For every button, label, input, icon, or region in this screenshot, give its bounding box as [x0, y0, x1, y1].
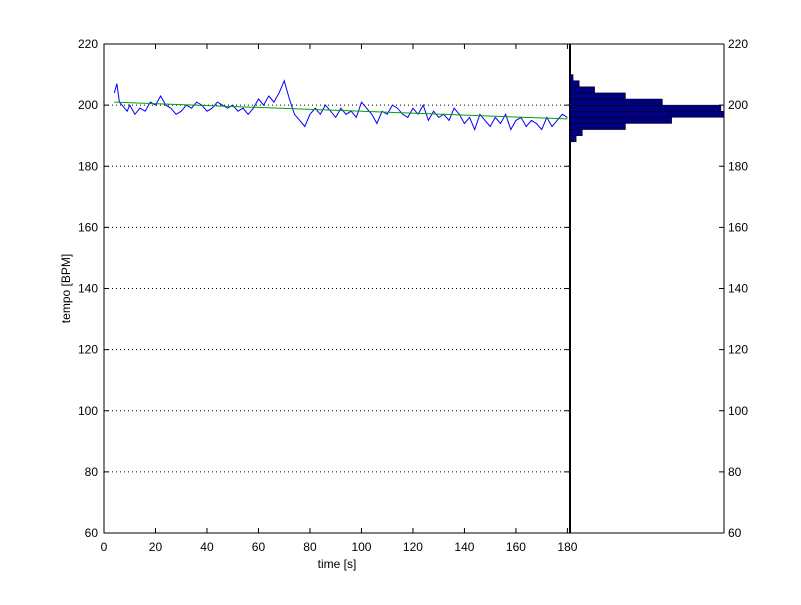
y-tick-label: 120: [78, 343, 98, 357]
histogram-bar: [569, 74, 574, 81]
histogram-bar: [569, 123, 626, 130]
y-tick-label: 200: [78, 98, 98, 112]
tempo-plot-area: [113, 79, 568, 132]
histogram-y-axis-ticks: 60 80 100 120 140 160 180 200 220: [719, 37, 748, 540]
x-axis-label: time [s]: [318, 557, 357, 571]
histogram-bar: [569, 86, 595, 94]
x-tick-label: 160: [506, 540, 526, 554]
x-tick-label: 100: [351, 540, 371, 554]
histogram-y-tick-label: 120: [728, 343, 748, 357]
tempo-plot-axes: 0 20 40 60 80 100 120 140 160 180 60 80 100 120 140 16…: [59, 37, 578, 571]
histogram-bar: [569, 129, 583, 136]
histogram-bar: [569, 80, 580, 88]
histogram-y-tick-label: 100: [728, 404, 748, 418]
histogram-bar: [569, 110, 725, 118]
x-tick-label: 140: [454, 540, 474, 554]
histogram-bar: [569, 92, 626, 100]
y-tick-label: 160: [78, 220, 98, 234]
y-tick-label: 100: [78, 404, 98, 418]
x-tick-label: 180: [557, 540, 577, 554]
y-axis-label: tempo [BPM]: [59, 254, 73, 323]
x-tick-label: 0: [101, 540, 108, 554]
histogram-y-tick-label: 80: [728, 465, 742, 479]
x-tick-label: 20: [149, 540, 163, 554]
y-tick-label: 60: [85, 526, 99, 540]
histogram-y-tick-label: 200: [728, 98, 748, 112]
histogram-bar: [569, 117, 672, 124]
histogram-bar: [569, 98, 663, 106]
y-tick-label: 80: [85, 465, 99, 479]
histogram-bar: [569, 104, 722, 112]
y-axis-ticks: 60 80 100 120 140 160 180 200 220: [78, 37, 570, 540]
histogram-y-tick-label: 140: [728, 282, 748, 296]
tempo-histogram-axes: 60 80 100 120 140 160 180 200 220: [569, 37, 748, 540]
histogram-y-tick-label: 180: [728, 159, 748, 173]
histogram-y-tick-label: 160: [728, 220, 748, 234]
histogram-y-tick-label: 60: [728, 526, 742, 540]
tempo-line: [113, 79, 568, 132]
y-tick-label: 220: [78, 37, 98, 51]
histogram-bar: [569, 135, 577, 143]
x-tick-label: 80: [303, 540, 317, 554]
histogram-bars: [569, 74, 725, 143]
x-tick-label: 60: [252, 540, 266, 554]
y-tick-label: 140: [78, 282, 98, 296]
histogram-y-tick-label: 220: [728, 37, 748, 51]
y-tick-label: 180: [78, 159, 98, 173]
x-tick-label: 120: [403, 540, 423, 554]
x-tick-label: 40: [200, 540, 214, 554]
trend-line: [114, 101, 568, 120]
x-axis-ticks: 0 20 40 60 80 100 120 140 160 180: [101, 44, 578, 554]
horizontal-gridlines: [104, 104, 570, 473]
